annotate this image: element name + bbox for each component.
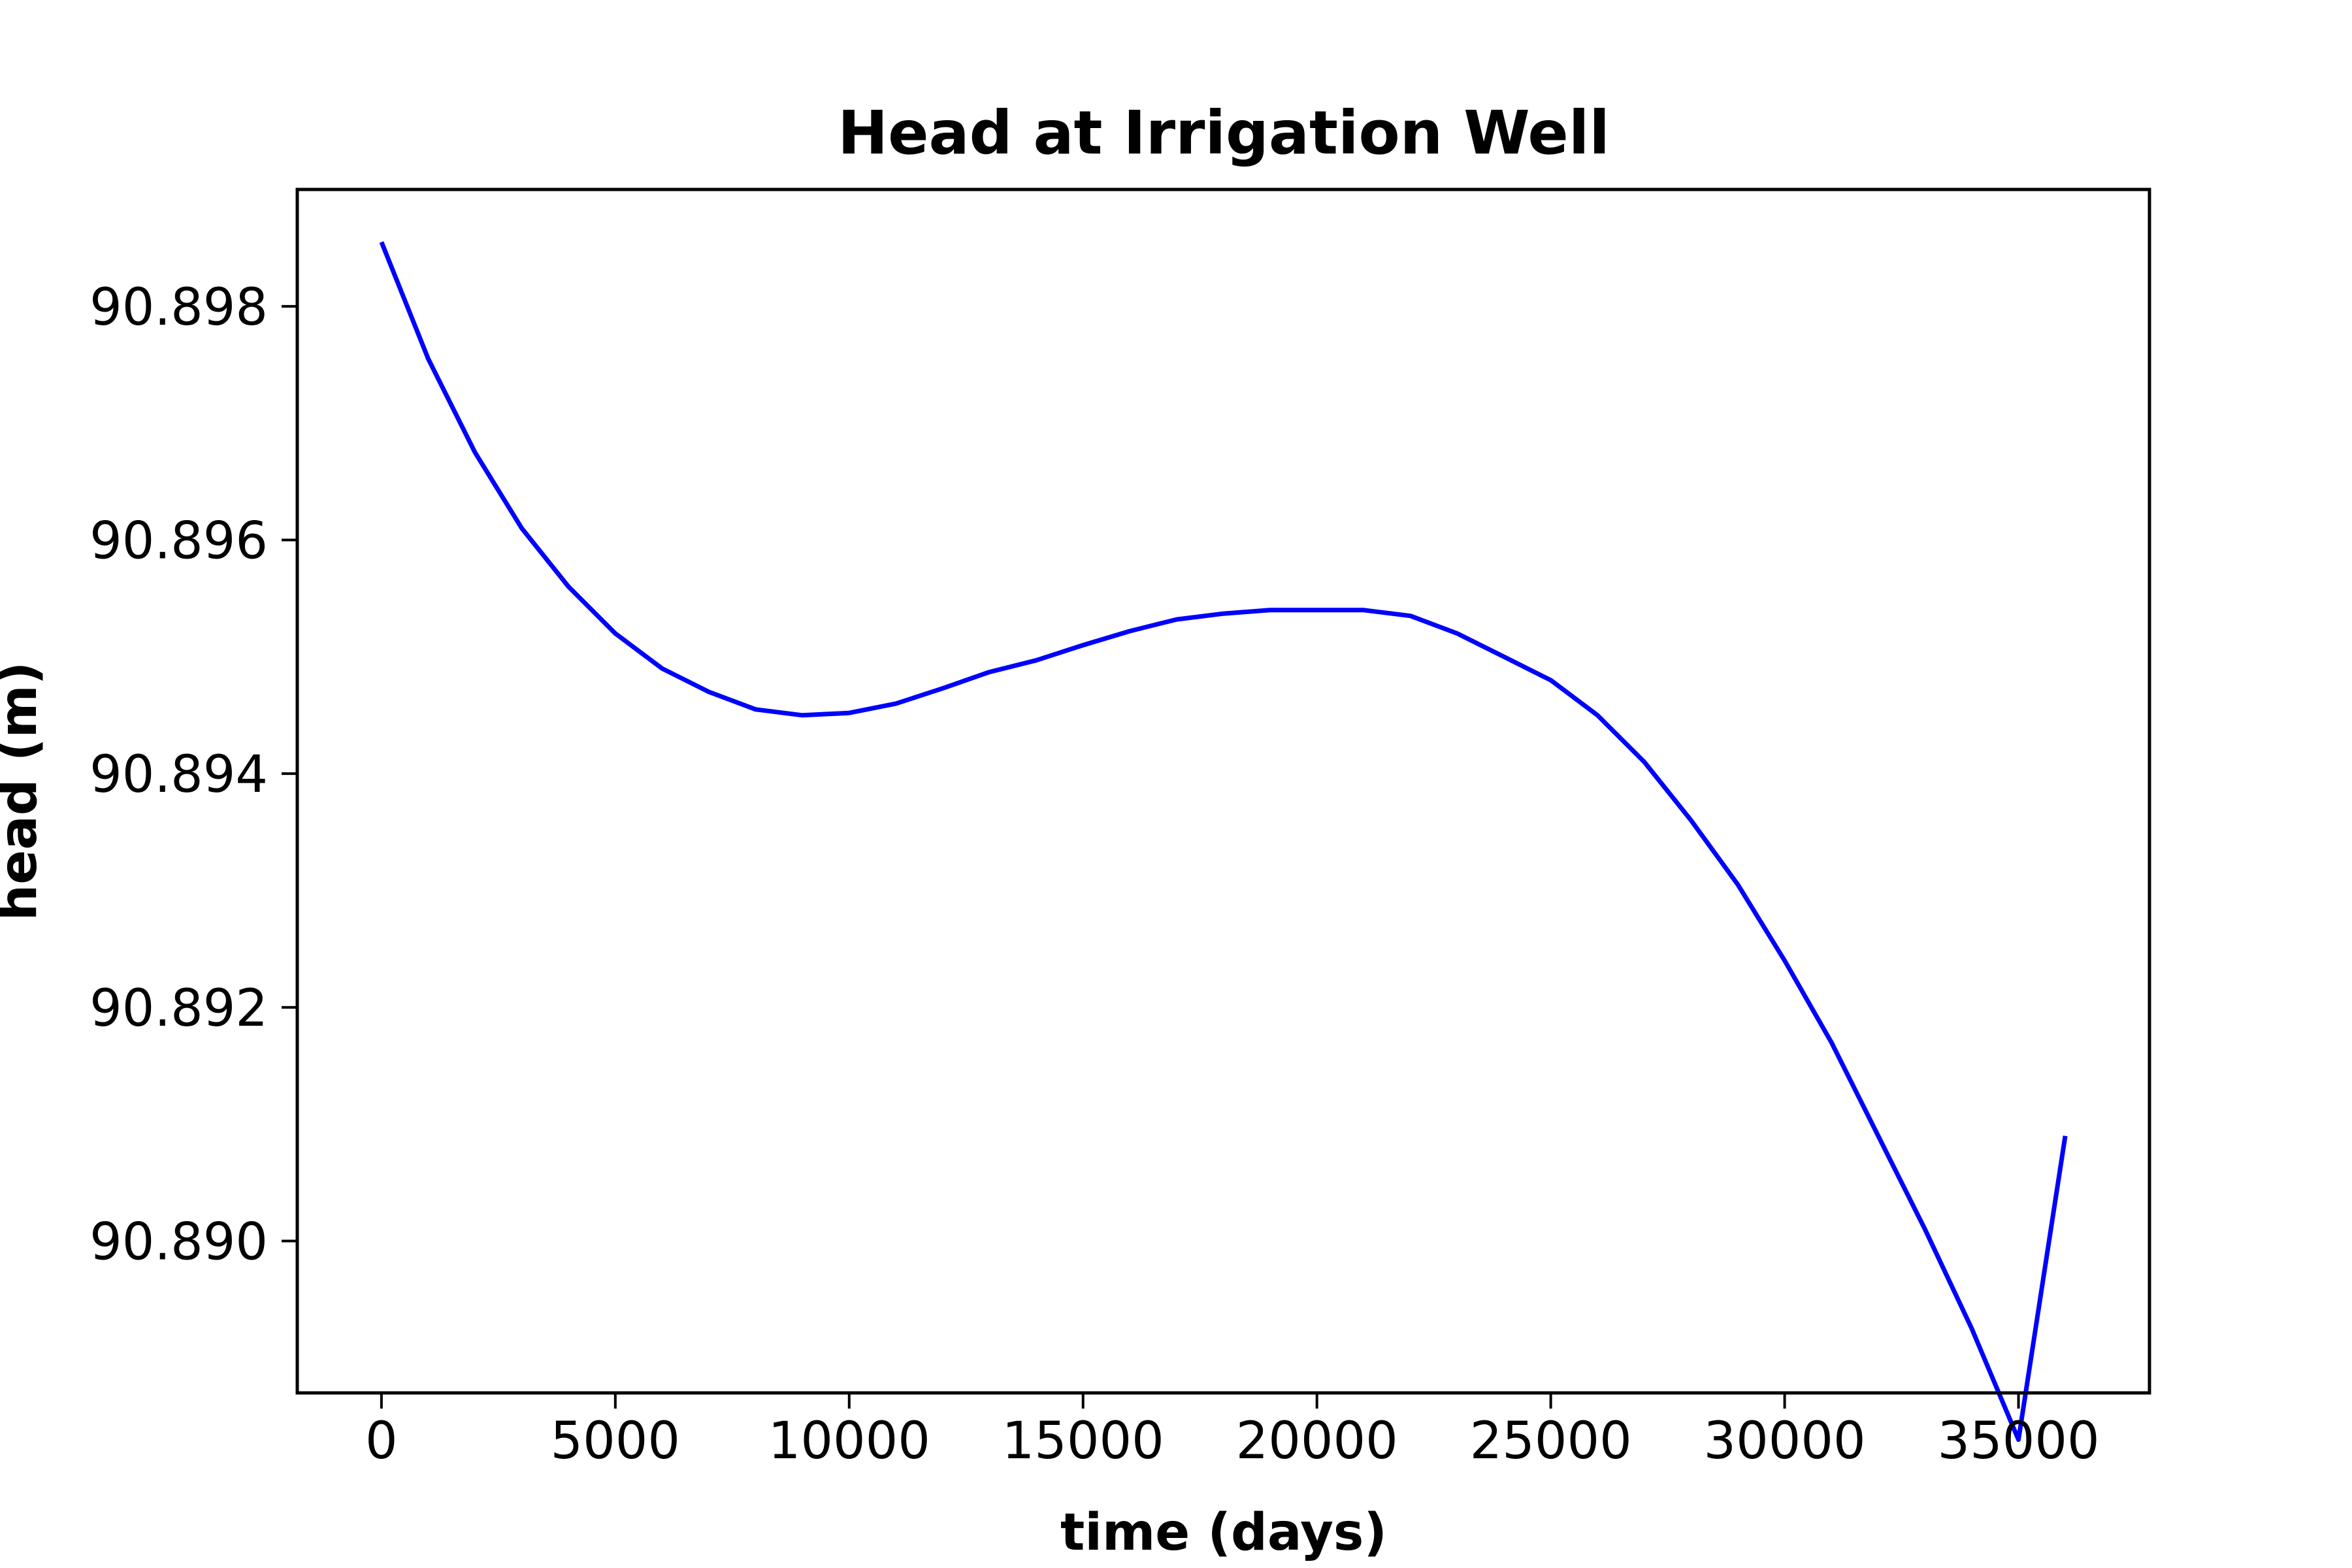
x-axis: 0 5000 10000 15000 20000 25000 30000 35000 — [365, 1393, 2100, 1471]
x-tick-label: 35000 — [1937, 1412, 2099, 1471]
plot-area — [379, 241, 2068, 1442]
y-tick-label: 90.892 — [90, 979, 268, 1038]
plot-frame — [295, 188, 2151, 1395]
chart-title: Head at Irrigation Well — [838, 98, 1610, 168]
x-tick-label: 0 — [365, 1412, 398, 1471]
series-line-0 — [379, 241, 2068, 1442]
x-tick-label: 15000 — [1002, 1412, 1164, 1471]
x-axis-label: time (days) — [1060, 1503, 1387, 1562]
x-tick-label: 25000 — [1470, 1412, 1632, 1471]
y-tick-label: 90.898 — [90, 278, 268, 337]
x-tick-label: 5000 — [551, 1412, 681, 1471]
y-axis: 90.890 90.892 90.894 90.896 90.898 — [90, 278, 297, 1272]
x-tick-label: 20000 — [1236, 1412, 1398, 1471]
y-tick-label: 90.890 — [90, 1213, 268, 1272]
y-tick-label: 90.896 — [90, 512, 268, 571]
x-tick-label: 10000 — [768, 1412, 930, 1471]
y-tick-label: 90.894 — [90, 745, 268, 804]
x-tick-label: 30000 — [1704, 1412, 1866, 1471]
y-axis-label: head (m) — [0, 662, 48, 921]
